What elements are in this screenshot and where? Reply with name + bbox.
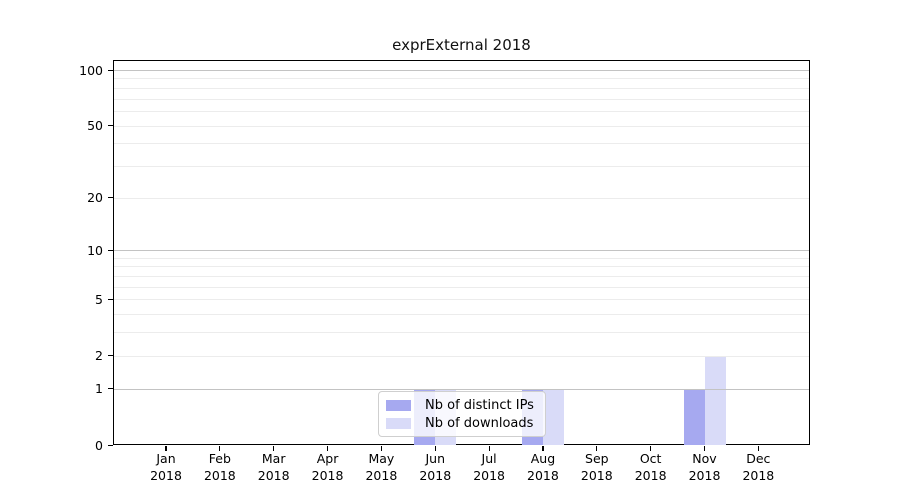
x-tick-year: 2018 xyxy=(580,467,613,483)
x-tick-label: Apr 2018 xyxy=(300,451,356,484)
x-tick xyxy=(703,446,706,451)
x-tick xyxy=(434,446,436,451)
legend: Nb of distinct IPs Nb of downloads xyxy=(378,391,546,437)
x-tick-month: Sep xyxy=(585,451,609,466)
gridline-minor xyxy=(114,355,809,357)
bar-distinct-ips xyxy=(683,388,705,445)
y-tick-label: 50 xyxy=(87,118,103,134)
x-tick xyxy=(326,446,329,451)
gridline-minor xyxy=(114,299,809,301)
x-tick-month: Nov xyxy=(692,451,717,466)
y-tick xyxy=(108,125,113,127)
y-tick xyxy=(108,69,113,71)
x-tick xyxy=(650,446,652,451)
plot-area xyxy=(113,60,810,445)
x-tick xyxy=(165,446,167,451)
y-tick-label: 2 xyxy=(95,348,103,364)
y-tick-label: 20 xyxy=(87,190,103,206)
x-tick-label: Oct 2018 xyxy=(623,451,679,484)
gridline-minor xyxy=(114,197,809,199)
x-tick-label: Nov 2018 xyxy=(677,451,733,484)
x-tick-label: May 2018 xyxy=(353,451,409,484)
y-tick xyxy=(108,444,113,446)
x-tick xyxy=(219,446,221,451)
y-tick-label: 100 xyxy=(79,62,103,78)
x-tick-year: 2018 xyxy=(150,467,182,483)
x-tick xyxy=(273,446,275,451)
x-tick xyxy=(380,446,382,451)
x-tick-label: Jan 2018 xyxy=(138,451,194,484)
y-tick-label: 0 xyxy=(95,437,103,453)
legend-swatch-downloads xyxy=(386,418,411,429)
gridline-minor xyxy=(114,165,809,167)
x-tick-month: Jan xyxy=(156,451,176,466)
x-tick-label: Aug 2018 xyxy=(515,451,571,484)
x-tick-month: Aug xyxy=(530,451,556,466)
gridline-minor xyxy=(114,125,809,127)
x-tick-year: 2018 xyxy=(365,467,398,483)
x-tick-year: 2018 xyxy=(634,467,667,483)
gridline-minor xyxy=(114,87,809,89)
bar-downloads xyxy=(542,388,564,445)
x-tick xyxy=(542,446,544,451)
x-tick-label: Dec 2018 xyxy=(730,451,786,484)
x-tick xyxy=(488,446,490,451)
legend-label-distinct-ips: Nb of distinct IPs xyxy=(425,398,534,413)
x-tick-label: Sep 2018 xyxy=(569,451,625,484)
gridline-major xyxy=(114,70,809,71)
x-tick-month: Jun xyxy=(425,451,446,466)
x-tick-year: 2018 xyxy=(473,467,505,483)
x-tick-year: 2018 xyxy=(203,467,236,483)
x-tick-month: Jul xyxy=(481,451,497,466)
y-tick xyxy=(108,249,113,251)
gridline-minor xyxy=(114,276,809,278)
y-tick xyxy=(108,355,113,357)
chart-title: exprExternal 2018 xyxy=(392,36,531,54)
x-tick-label: Feb 2018 xyxy=(192,451,248,484)
x-tick-month: Feb xyxy=(208,451,231,466)
gridline-minor xyxy=(114,78,809,80)
y-tick xyxy=(108,197,113,199)
x-tick-year: 2018 xyxy=(688,467,721,483)
legend-item-downloads: Nb of downloads xyxy=(386,416,537,431)
gridline-minor xyxy=(114,286,809,288)
gridline-minor xyxy=(114,110,809,112)
gridline-minor xyxy=(114,266,809,268)
x-tick-label: Mar 2018 xyxy=(246,451,302,484)
gridline-minor xyxy=(114,98,809,100)
y-tick xyxy=(108,388,113,390)
gridline-major xyxy=(114,388,809,390)
bar-downloads xyxy=(704,355,726,445)
x-tick-label: Jul 2018 xyxy=(461,451,517,484)
gridline-minor xyxy=(114,143,809,145)
legend-swatch-distinct-ips xyxy=(386,400,411,411)
y-tick-label: 1 xyxy=(95,381,103,397)
x-tick-month: May xyxy=(368,451,395,466)
gridline-minor xyxy=(114,314,809,316)
y-tick xyxy=(108,298,113,301)
x-tick-month: Dec xyxy=(746,451,771,466)
x-tick xyxy=(596,446,598,451)
y-tick-label: 5 xyxy=(95,291,103,307)
x-tick-month: Oct xyxy=(639,451,662,466)
gridline-minor xyxy=(114,257,809,259)
x-tick-year: 2018 xyxy=(257,467,290,483)
x-tick-year: 2018 xyxy=(419,467,452,483)
x-tick-month: Apr xyxy=(316,451,339,466)
x-tick-month: Mar xyxy=(261,451,286,466)
x-tick-year: 2018 xyxy=(742,467,775,483)
x-tick-year: 2018 xyxy=(527,467,559,483)
legend-item-distinct-ips: Nb of distinct IPs xyxy=(386,398,537,413)
legend-label-downloads: Nb of downloads xyxy=(425,416,534,431)
gridline-minor xyxy=(114,332,809,334)
x-tick-label: Jun 2018 xyxy=(407,451,463,484)
x-tick xyxy=(757,446,759,451)
x-tick-year: 2018 xyxy=(311,467,344,483)
y-tick-label: 10 xyxy=(87,242,103,258)
gridline-major xyxy=(114,250,809,252)
